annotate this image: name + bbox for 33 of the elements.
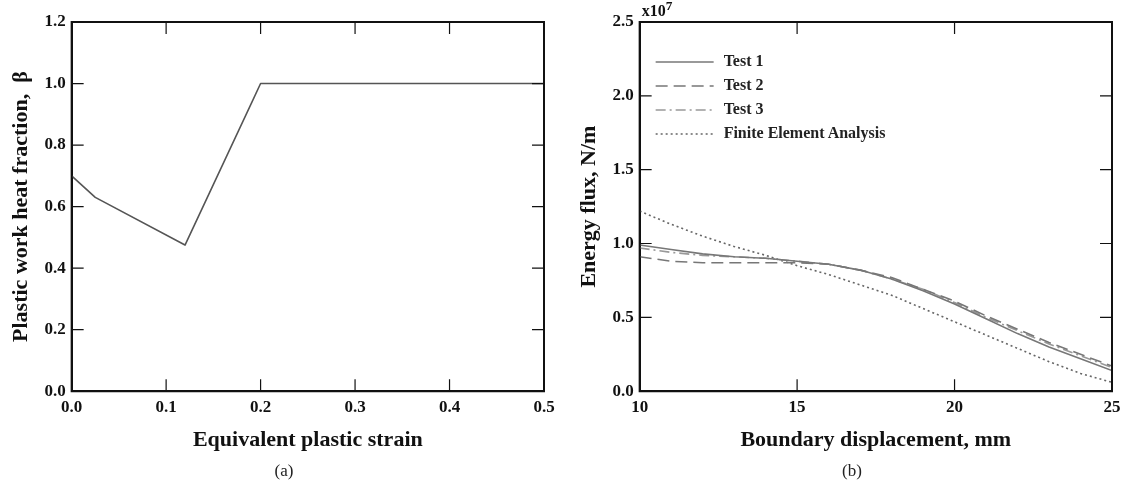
- y-tick-label: 0.4: [44, 257, 67, 277]
- line-series: [639, 210, 1112, 384]
- legend-label: Test 2: [723, 76, 764, 94]
- y-axis-title: Energy flux, N/m: [574, 125, 600, 288]
- y-tick-label: 0.6: [44, 195, 66, 215]
- x-tick-label: 20: [946, 396, 964, 416]
- y-tick-label: 1.5: [612, 159, 634, 179]
- y-tick-label: 0.8: [44, 134, 66, 154]
- x-tick-label: 15: [788, 396, 806, 416]
- y-axis-title: Plastic work heat fraction, β: [6, 71, 32, 342]
- y-tick-label: 0.2: [44, 319, 66, 339]
- y-tick-label: 2.0: [612, 85, 634, 105]
- x-axis-title: Boundary displacement, mm: [740, 426, 1012, 452]
- legend-label: Test 3: [723, 100, 764, 118]
- text: x10$^{7}$: [641, 0, 673, 20]
- y-tick-label: 1.0: [44, 72, 66, 92]
- legend-label: Test 1: [723, 52, 764, 70]
- y-tick-label: 1.0: [612, 232, 634, 252]
- legend-label: Finite Element Analysis: [723, 124, 886, 143]
- y-tick-label: 0.0: [612, 380, 634, 400]
- x-tick-label: 0.3: [344, 396, 366, 416]
- text: (a): [273, 460, 295, 482]
- x-tick-label: 0.4: [438, 396, 461, 416]
- x-tick-label: 10: [631, 396, 649, 416]
- x-axis-title: Equivalent plastic strain: [192, 426, 423, 452]
- y-tick-label: 1.2: [44, 11, 66, 31]
- y-tick-label: 0.5: [612, 306, 634, 326]
- y-tick-label: 2.5: [612, 11, 634, 31]
- x-tick-label: 0.1: [155, 396, 177, 416]
- x-tick-label: 0.2: [249, 396, 272, 416]
- text: (b): [841, 460, 863, 482]
- x-tick-label: 25: [1103, 396, 1121, 416]
- x-tick-label: 0.5: [533, 396, 555, 416]
